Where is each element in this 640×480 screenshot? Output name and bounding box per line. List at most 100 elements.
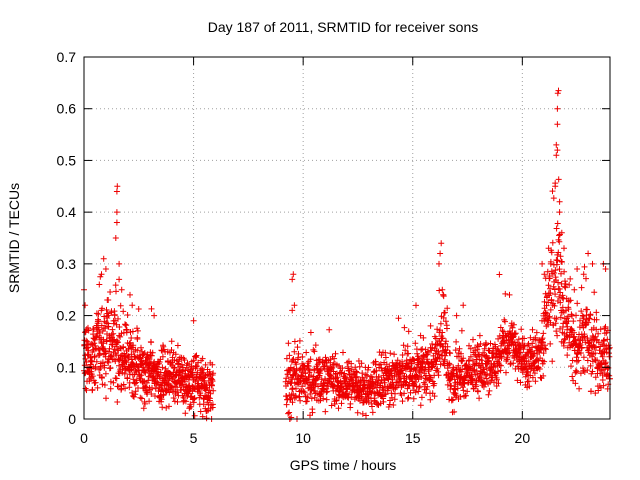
data-point xyxy=(151,312,158,319)
data-point xyxy=(159,353,166,360)
data-point xyxy=(584,357,591,364)
data-point xyxy=(554,105,561,112)
data-point xyxy=(283,355,290,362)
data-point xyxy=(436,287,443,294)
data-point xyxy=(487,340,494,347)
data-point xyxy=(107,365,114,371)
data-point xyxy=(571,286,578,293)
y-tick-label: 0.1 xyxy=(57,359,77,375)
data-point xyxy=(525,358,532,365)
data-point xyxy=(110,330,117,337)
data-point xyxy=(186,382,193,389)
data-point xyxy=(181,357,188,363)
data-point xyxy=(301,364,308,370)
data-point xyxy=(162,365,169,372)
data-point xyxy=(592,350,599,357)
data-point xyxy=(427,322,434,329)
data-point xyxy=(363,412,369,419)
data-point xyxy=(128,356,135,363)
data-point xyxy=(85,324,91,331)
data-point xyxy=(101,362,108,369)
data-point xyxy=(340,349,346,356)
data-point xyxy=(399,398,406,405)
data-point xyxy=(131,393,137,400)
data-point xyxy=(160,343,167,350)
axis-ticks xyxy=(83,56,610,420)
data-point xyxy=(114,183,121,190)
data-point xyxy=(138,344,144,351)
data-point xyxy=(595,330,602,337)
data-point xyxy=(391,351,398,358)
data-point xyxy=(553,141,560,148)
data-point xyxy=(578,308,585,315)
data-point xyxy=(458,327,465,334)
data-point xyxy=(578,344,585,351)
data-point xyxy=(386,363,393,370)
data-point xyxy=(547,340,554,347)
data-point xyxy=(404,343,411,350)
data-point xyxy=(105,312,112,319)
data-point xyxy=(504,354,511,361)
data-point xyxy=(476,332,483,339)
data-point xyxy=(206,387,213,394)
data-point xyxy=(322,408,329,415)
data-point xyxy=(367,388,374,395)
data-point xyxy=(82,329,89,336)
data-point xyxy=(303,398,310,405)
data-point xyxy=(300,388,307,395)
data-point xyxy=(159,364,166,371)
data-point xyxy=(362,371,369,378)
data-point xyxy=(371,369,377,376)
data-point xyxy=(541,298,548,305)
data-point xyxy=(467,353,474,360)
data-point xyxy=(585,315,592,322)
data-point xyxy=(418,394,425,401)
data-point xyxy=(587,311,594,318)
data-point xyxy=(117,333,124,340)
data-point xyxy=(309,409,316,416)
data-point xyxy=(419,346,426,352)
data-point xyxy=(208,382,215,389)
data-point xyxy=(120,381,127,388)
data-point xyxy=(209,378,216,385)
data-point xyxy=(434,326,441,333)
data-point xyxy=(293,361,300,368)
data-point xyxy=(172,351,179,358)
data-point xyxy=(91,340,98,347)
data-point xyxy=(308,372,315,379)
data-point xyxy=(475,388,481,395)
data-point xyxy=(134,327,141,334)
data-point xyxy=(417,402,424,409)
data-point xyxy=(549,188,556,195)
data-point xyxy=(540,330,547,337)
data-point xyxy=(592,390,599,397)
data-point xyxy=(559,304,566,311)
data-point xyxy=(460,387,467,394)
data-point xyxy=(492,363,499,370)
data-point xyxy=(135,306,142,312)
data-point xyxy=(444,325,450,332)
data-point xyxy=(376,373,382,380)
data-point xyxy=(389,359,396,366)
data-point xyxy=(395,315,402,322)
data-point xyxy=(382,391,389,397)
data-point xyxy=(85,327,92,334)
data-point xyxy=(538,336,545,343)
data-point xyxy=(494,368,501,375)
data-point xyxy=(107,385,114,392)
data-point xyxy=(485,391,492,398)
data-point xyxy=(387,350,394,357)
data-point xyxy=(285,410,292,417)
data-point xyxy=(210,370,217,377)
y-tick-label: 0.7 xyxy=(57,49,77,65)
data-point xyxy=(474,342,481,349)
data-point xyxy=(462,392,469,399)
data-point xyxy=(545,314,552,321)
data-point xyxy=(401,324,408,331)
data-point xyxy=(166,389,173,396)
data-point xyxy=(587,362,594,369)
data-point xyxy=(129,328,136,335)
data-point xyxy=(403,379,410,386)
data-point xyxy=(552,291,559,298)
data-point xyxy=(556,293,563,300)
